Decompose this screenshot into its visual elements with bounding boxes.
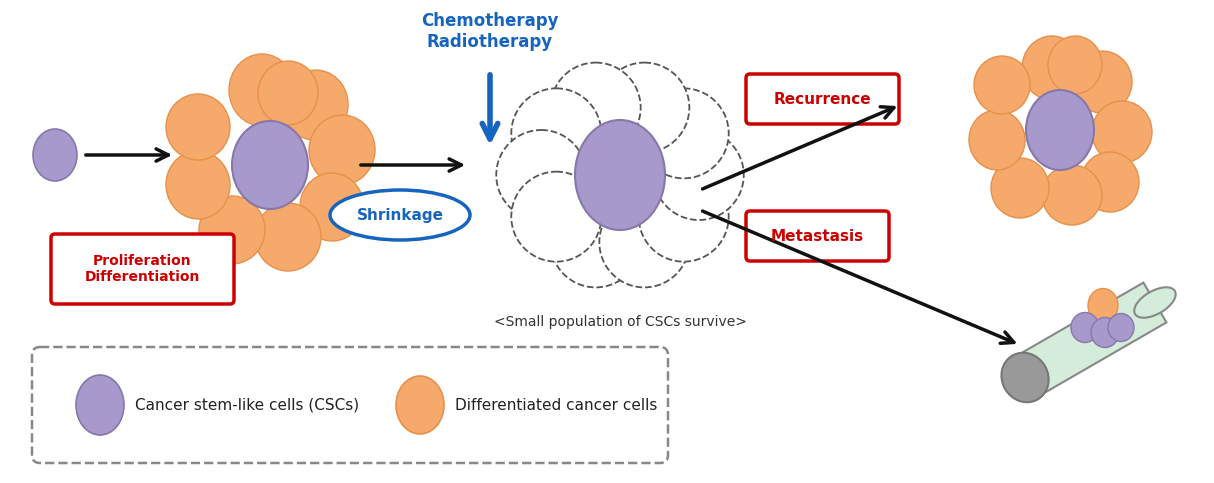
Ellipse shape — [991, 158, 1049, 218]
Text: Differentiated cancer cells: Differentiated cancer cells — [455, 398, 657, 412]
Text: <Small population of CSCs survive>: <Small population of CSCs survive> — [494, 315, 747, 329]
Ellipse shape — [259, 61, 318, 125]
Ellipse shape — [76, 375, 124, 435]
Ellipse shape — [600, 198, 690, 287]
Ellipse shape — [1026, 90, 1094, 170]
Polygon shape — [1014, 283, 1167, 398]
Ellipse shape — [551, 63, 641, 153]
Ellipse shape — [1088, 288, 1118, 323]
Ellipse shape — [969, 110, 1025, 170]
Text: Cancer stem-like cells (CSCs): Cancer stem-like cells (CSCs) — [135, 398, 359, 412]
Text: Metastasis: Metastasis — [771, 228, 864, 243]
Ellipse shape — [551, 198, 641, 287]
Ellipse shape — [1091, 317, 1119, 347]
Ellipse shape — [255, 203, 320, 271]
Ellipse shape — [232, 121, 308, 209]
Ellipse shape — [1091, 101, 1152, 163]
Ellipse shape — [1108, 313, 1134, 341]
Ellipse shape — [229, 54, 295, 126]
FancyBboxPatch shape — [745, 211, 889, 261]
Ellipse shape — [282, 70, 348, 140]
Ellipse shape — [300, 173, 364, 241]
Ellipse shape — [1048, 36, 1102, 94]
Text: Shrinkage: Shrinkage — [357, 208, 443, 223]
Ellipse shape — [1080, 152, 1139, 212]
Ellipse shape — [654, 130, 744, 220]
Ellipse shape — [33, 129, 76, 181]
Ellipse shape — [600, 63, 690, 153]
Ellipse shape — [497, 130, 586, 220]
Ellipse shape — [511, 88, 601, 178]
Ellipse shape — [1134, 287, 1175, 318]
Ellipse shape — [1071, 313, 1099, 342]
FancyBboxPatch shape — [51, 234, 234, 304]
Ellipse shape — [974, 56, 1029, 114]
Ellipse shape — [1072, 51, 1131, 113]
Ellipse shape — [166, 94, 229, 160]
Text: Proliferation
Differentiation: Proliferation Differentiation — [85, 254, 200, 284]
Ellipse shape — [639, 88, 728, 178]
FancyBboxPatch shape — [32, 347, 668, 463]
Ellipse shape — [1002, 353, 1049, 402]
Ellipse shape — [199, 196, 265, 264]
Ellipse shape — [1042, 165, 1102, 225]
Ellipse shape — [330, 190, 470, 240]
Ellipse shape — [639, 171, 728, 262]
Ellipse shape — [396, 376, 444, 434]
Ellipse shape — [575, 120, 665, 230]
FancyBboxPatch shape — [745, 74, 900, 124]
Ellipse shape — [511, 171, 601, 262]
Ellipse shape — [166, 151, 229, 219]
Ellipse shape — [310, 115, 375, 185]
Text: Recurrence: Recurrence — [773, 91, 872, 106]
Ellipse shape — [1022, 36, 1082, 100]
Text: Chemotherapy
Radiotherapy: Chemotherapy Radiotherapy — [421, 12, 558, 51]
